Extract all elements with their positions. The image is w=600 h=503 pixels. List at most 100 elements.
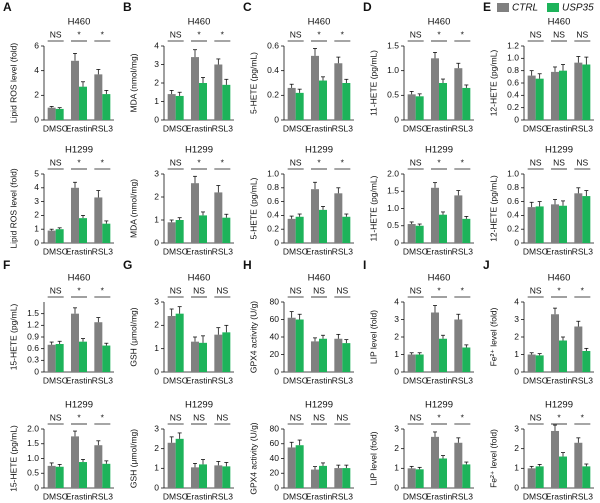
y-tick-label: 1.5 [387,40,399,50]
y-tick-label: 0 [514,237,519,247]
y-tick-label: 0 [514,482,519,492]
x-tick-label: RSL3 [332,246,354,256]
significance-label: NS [576,157,588,167]
significance-label: NS [313,412,325,422]
bar [439,458,447,488]
significance-label: * [77,285,81,295]
y-axis-title: 11-HETE (pg/mL) [368,175,378,241]
x-tick-label: DMSO [163,375,189,385]
panel-label: I [363,258,366,272]
bar [551,204,559,243]
panel-label: G [123,258,132,272]
bar [47,465,56,488]
bar [462,464,471,488]
y-tick-label: 1.0 [27,453,39,463]
chart-title: H460 [188,273,211,284]
x-tick-label: DMSO [283,246,309,256]
bar [287,317,296,372]
x-tick-label: DMSO [43,123,69,133]
y-tick-label: 1 [154,343,159,353]
chart-title: H1299 [305,400,333,411]
y-tick-label: 0 [154,114,159,124]
y-axis-title: Fe²⁺ level (fold) [488,429,498,488]
y-tick-label: 1.5 [27,438,39,448]
bar [334,193,343,243]
x-tick-label: Erastin [186,246,213,256]
y-tick-label: 2.0 [387,168,399,178]
significance-label: * [221,157,225,167]
bar [407,354,416,372]
y-tick-label: 0 [154,482,159,492]
significance-label: NS [336,285,348,295]
y-tick-label: 2 [34,90,39,100]
y-tick-label: 0 [274,237,279,247]
bar [175,95,184,120]
chart-title: H460 [428,273,451,284]
bar [342,343,351,372]
y-tick-label: 0 [514,366,519,376]
y-tick-label: 4 [514,296,519,306]
x-tick-label: Erastin [546,491,573,501]
x-tick-label: Erastin [186,491,213,501]
x-tick-label: DMSO [403,123,429,133]
y-tick-label: 1 [394,349,399,359]
bar [287,447,296,488]
chart-title: H460 [68,273,91,284]
y-tick-label: 0.6 [267,196,279,206]
y-axis-title: GSH (μmol/mg) [128,429,138,488]
bar [454,442,463,488]
bar [415,469,424,488]
significance-label: NS [410,29,422,39]
bar [222,217,231,243]
bar [222,84,231,120]
panel-label: A [3,0,12,14]
bar [582,196,591,243]
bar [439,214,447,243]
chart-title: H1299 [65,145,93,156]
bar [191,57,199,120]
y-tick-label: 0 [274,114,279,124]
y-tick-label: 20 [270,468,280,478]
significance-label: NS [216,412,228,422]
bar [439,83,447,120]
y-tick-label: 0.4 [507,210,519,220]
significance-label: * [317,157,321,167]
y-axis-title: LIP level (fold) [368,310,378,364]
bar [295,319,304,372]
bar [551,71,559,120]
bar [222,332,231,372]
y-tick-label: 2 [394,443,399,453]
significance-label: * [437,285,441,295]
significance-label: * [317,29,321,39]
significance-label: * [437,412,441,422]
bar [191,467,199,488]
x-tick-label: RSL3 [212,246,234,256]
significance-label: NS [50,29,62,39]
x-tick-label: DMSO [403,491,429,501]
bar [71,187,79,243]
y-axis-title: LIP level (fold) [368,431,378,485]
y-axis-title: GPX4 activity (U/g) [248,422,258,494]
y-tick-label: 0.4 [507,90,519,100]
y-axis-title: 11-HETE (pg/mL) [368,50,378,116]
significance-label: * [461,29,465,39]
y-tick-label: 0 [274,482,279,492]
y-tick-label: 1.0 [507,168,519,178]
bar [175,313,184,372]
y-tick-label: 1 [34,223,39,233]
bar [167,442,176,488]
bar [102,345,111,372]
bar [527,75,536,120]
y-tick-label: 0.6 [27,343,39,353]
panel-label: C [243,0,252,14]
bar [319,80,327,120]
bar [454,195,463,243]
significance-label: NS [193,412,205,422]
y-tick-label: 80 [270,296,280,306]
bar [167,94,176,120]
y-tick-label: 0.6 [267,40,279,50]
significance-label: * [437,157,441,167]
x-tick-label: RSL3 [92,246,114,256]
y-axis-title: 12-HETE (pg/mL) [488,175,498,242]
